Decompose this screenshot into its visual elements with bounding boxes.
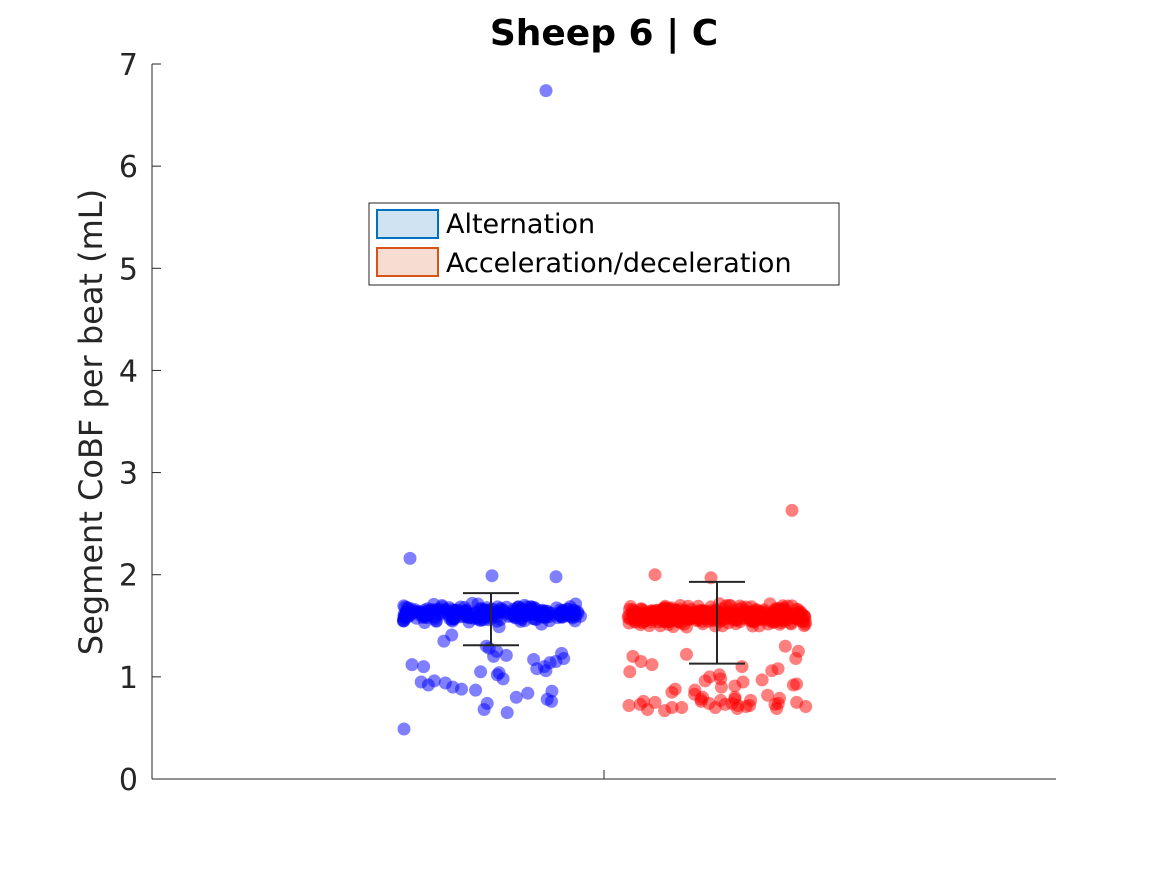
data-point: [778, 639, 792, 653]
data-point: [790, 677, 804, 691]
data-point: [500, 706, 514, 720]
data-point: [418, 603, 432, 617]
outlier-point: [485, 569, 499, 583]
y-tick-label: 4: [119, 354, 138, 389]
outlier-point: [539, 84, 553, 98]
plot-area: [396, 84, 813, 736]
data-point: [712, 668, 726, 682]
y-tick-label: 6: [119, 150, 138, 185]
outlier-point: [397, 722, 411, 736]
outlier-point: [648, 568, 662, 582]
data-point: [645, 658, 659, 672]
data-point: [521, 686, 535, 700]
data-point: [714, 614, 728, 627]
data-point: [499, 648, 513, 662]
data-point: [698, 674, 712, 688]
data-point: [718, 697, 732, 711]
data-point: [767, 605, 781, 619]
error-bar-acceleration-deceleration: [689, 580, 745, 665]
data-point: [533, 608, 547, 622]
outlier-point: [403, 551, 417, 565]
data-point: [405, 658, 419, 672]
data-point: [790, 695, 804, 709]
data-point: [786, 610, 800, 624]
data-point: [622, 699, 636, 712]
data-point: [680, 647, 693, 661]
data-point: [511, 600, 525, 614]
data-point: [545, 694, 558, 708]
data-point: [791, 644, 805, 658]
legend-swatch-acceleration-deceleration: [376, 247, 439, 277]
data-point: [475, 608, 489, 622]
data-point: [437, 634, 451, 648]
data-point: [675, 701, 689, 714]
data-point: [633, 697, 647, 711]
error-bar-alternation: [463, 592, 519, 647]
outlier-point: [549, 570, 563, 584]
chart-title: Sheep 6 | C: [490, 13, 718, 54]
data-point: [477, 703, 491, 716]
data-point: [745, 608, 759, 622]
data-point: [756, 611, 770, 625]
data-point: [699, 605, 713, 619]
y-tick-label: 7: [119, 48, 138, 83]
data-point: [665, 685, 679, 699]
data-point: [549, 655, 563, 668]
series-alternation: [396, 84, 587, 736]
data-point: [766, 616, 780, 629]
data-point: [755, 673, 769, 687]
data-point: [765, 664, 779, 678]
data-point: [565, 610, 579, 624]
data-point: [724, 599, 738, 613]
legend-box: [368, 202, 840, 286]
data-point: [638, 608, 652, 622]
data-point: [469, 683, 483, 697]
data-point: [642, 619, 656, 633]
data-point: [482, 641, 496, 655]
data-point: [449, 604, 463, 618]
y-tick-label: 3: [119, 457, 138, 492]
data-point: [634, 655, 648, 668]
data-point: [496, 672, 510, 686]
legend-label-alternation: Alternation: [446, 209, 595, 240]
data-point: [626, 607, 640, 621]
data-point: [728, 679, 742, 693]
data-point: [492, 605, 506, 619]
y-axis-label: Segment CoBF per beat (mL): [72, 189, 110, 655]
data-point: [671, 610, 685, 623]
data-point: [688, 687, 702, 701]
legend-label-acceleration-deceleration: Acceleration/deceleration: [446, 248, 792, 279]
data-point: [429, 614, 443, 628]
axes: 0 1 2 3 4 5 6 7: [119, 48, 1056, 798]
data-point: [537, 660, 551, 674]
data-point: [542, 610, 556, 624]
data-point: [665, 701, 679, 714]
legend-swatch-alternation: [376, 209, 439, 239]
outlier-point: [785, 503, 799, 517]
data-point: [702, 696, 716, 710]
data-point: [714, 680, 728, 694]
data-point: [761, 688, 775, 702]
legend: Alternation Acceleration/deceleration: [368, 202, 840, 286]
data-point: [728, 690, 742, 704]
data-point: [795, 611, 809, 625]
data-point: [414, 675, 428, 689]
data-point: [623, 665, 637, 679]
y-tick-label: 1: [119, 661, 138, 696]
data-point: [509, 690, 523, 704]
data-point: [735, 660, 749, 674]
data-point: [727, 612, 741, 626]
y-tick-label: 2: [119, 559, 138, 594]
data-point: [474, 665, 488, 679]
y-tick-label: 5: [119, 252, 138, 287]
data-point: [398, 610, 412, 624]
data-point: [417, 660, 431, 674]
data-point: [446, 680, 460, 694]
series-acceleration-deceleration: [621, 503, 813, 718]
data-point: [563, 600, 577, 614]
data-point: [770, 702, 784, 715]
y-tick-label: 0: [119, 763, 138, 798]
